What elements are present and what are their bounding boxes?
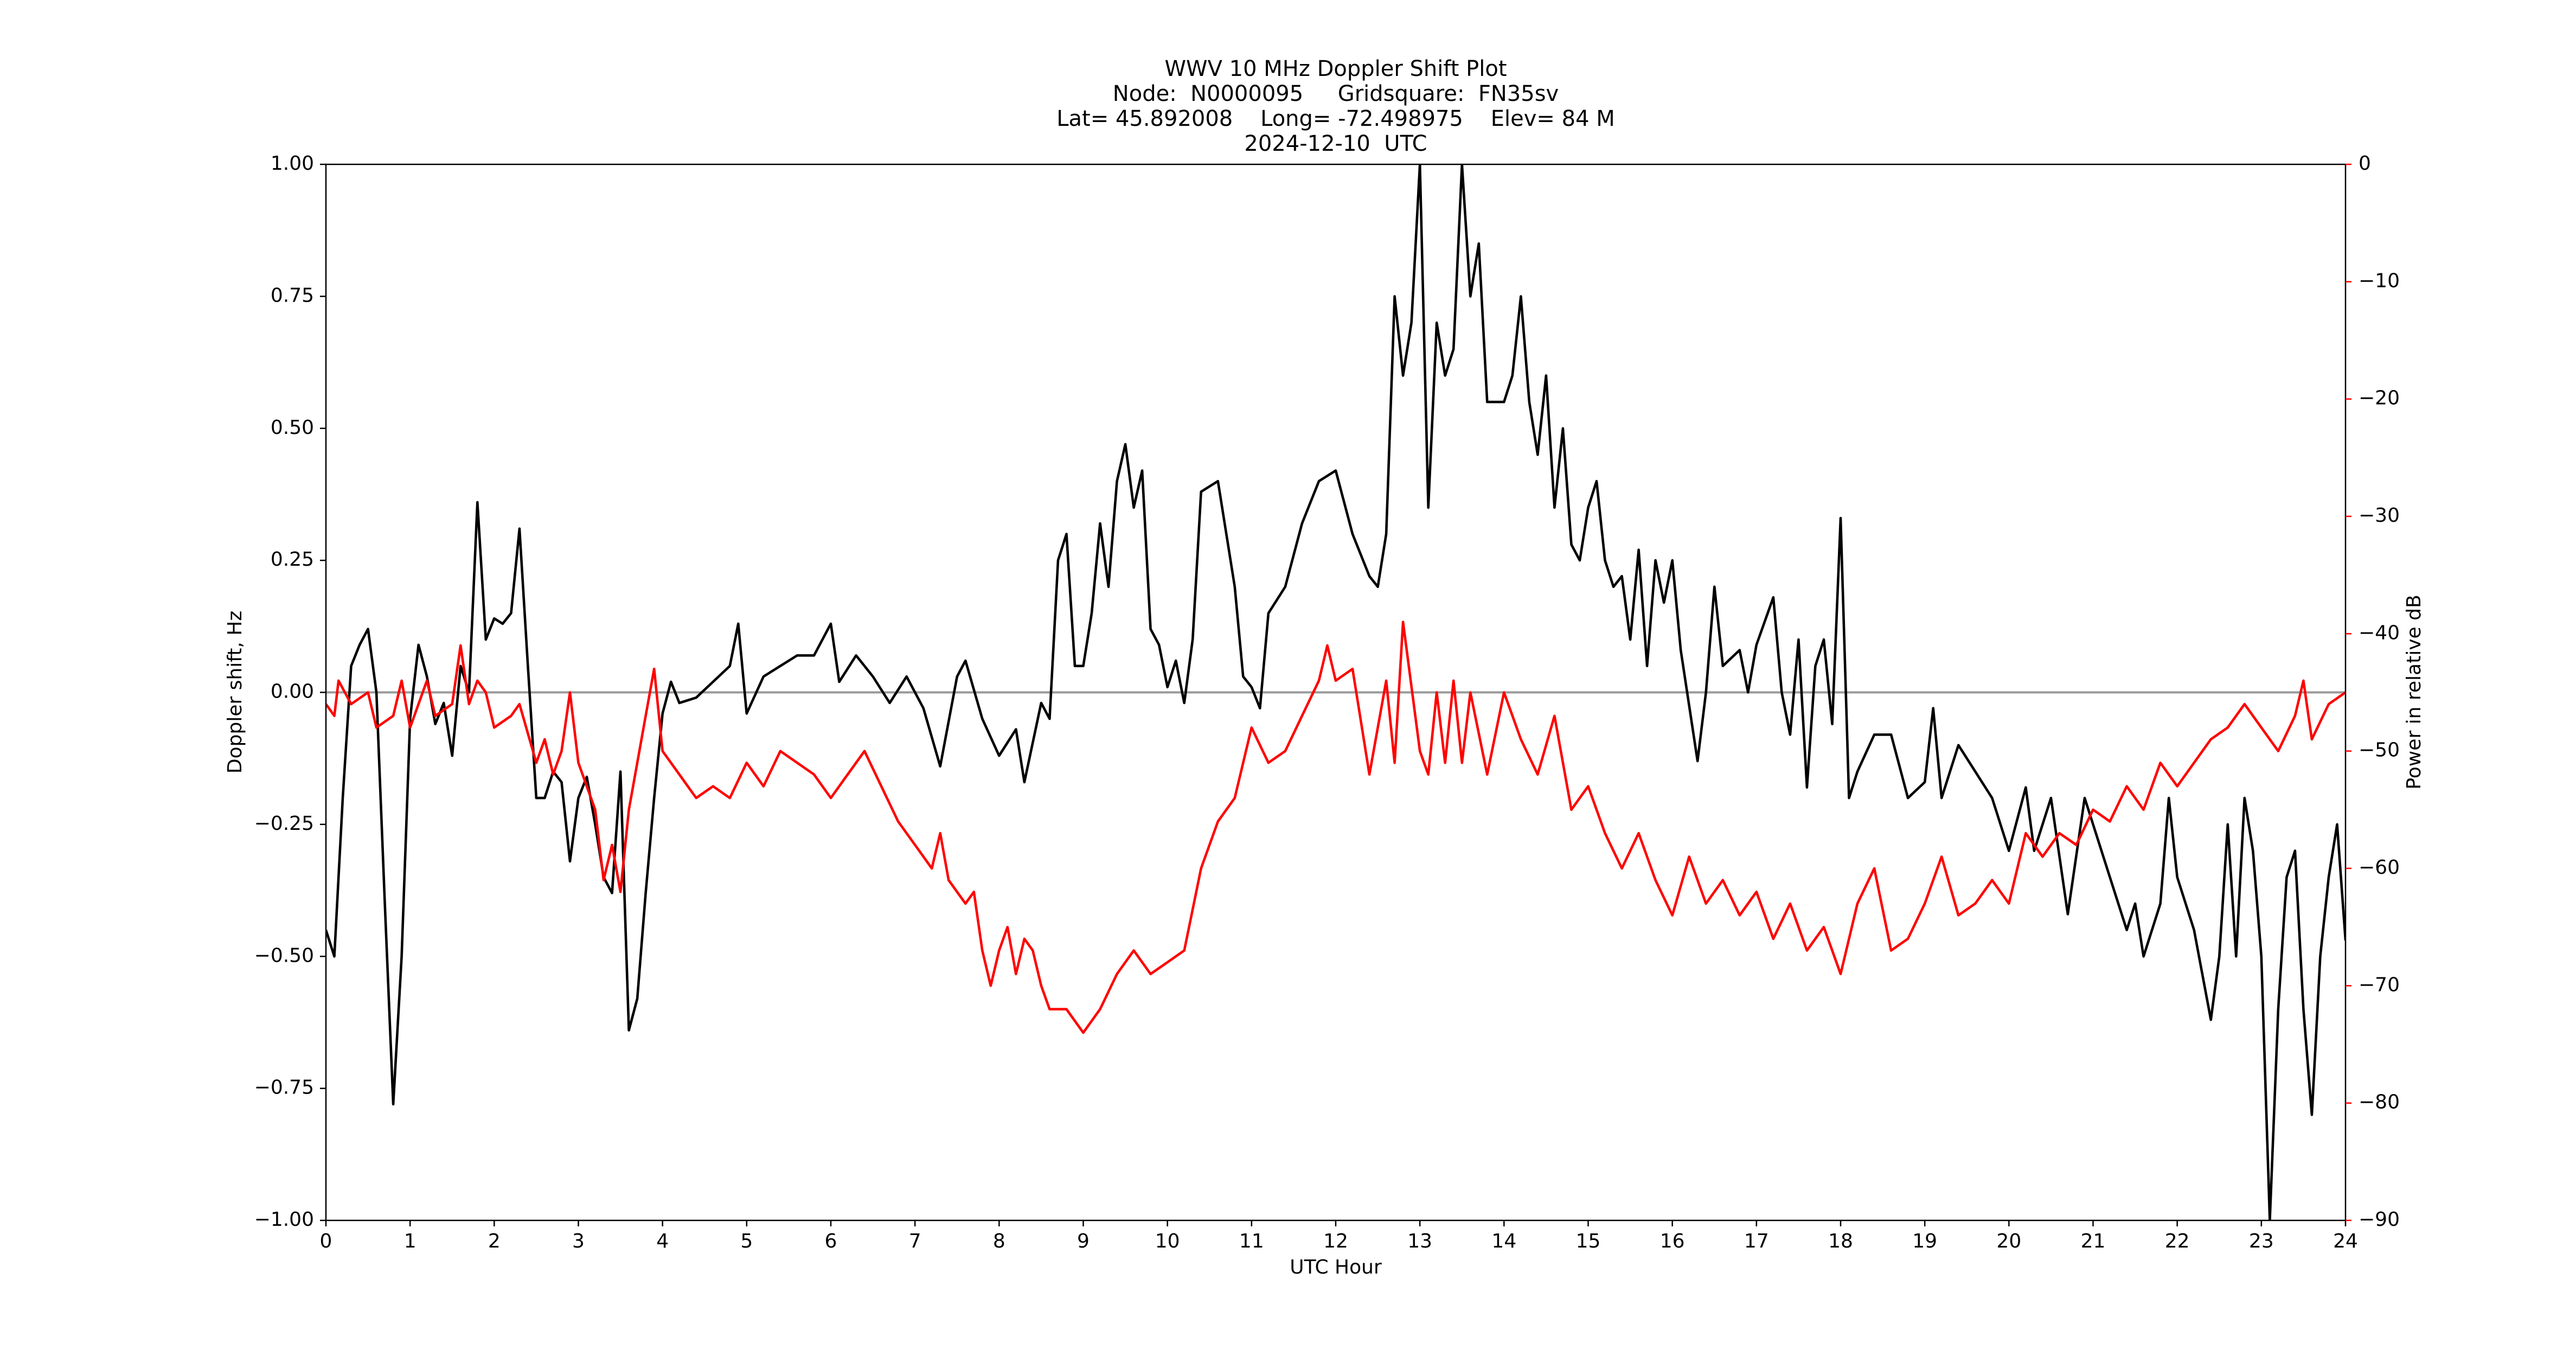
x-tick-label: 2 <box>488 1230 501 1252</box>
x-tick-label: 20 <box>1996 1230 2021 1252</box>
y-tick-label: 1.00 <box>271 152 314 175</box>
x-tick-label: 19 <box>1912 1230 1937 1252</box>
y-tick-label: −0.75 <box>254 1077 314 1099</box>
chart-title: WWV 10 MHz Doppler Shift Plot <box>1164 56 1507 81</box>
x-tick-label: 22 <box>2165 1230 2190 1252</box>
x-tick-label: 3 <box>572 1230 585 1252</box>
series-line <box>326 621 2346 1034</box>
x-tick-label: 5 <box>740 1230 753 1252</box>
series-line <box>326 164 2346 1220</box>
y2-tick-label: −50 <box>2359 739 2400 762</box>
y-tick-label: 0.00 <box>271 681 314 703</box>
y2-axis-label: Power in relative dB <box>2403 594 2425 789</box>
y2-tick-label: −40 <box>2359 622 2400 644</box>
x-tick-label: 11 <box>1239 1230 1264 1252</box>
x-tick-label: 16 <box>1660 1230 1685 1252</box>
x-tick-label: 8 <box>993 1230 1005 1252</box>
x-tick-label: 17 <box>1744 1230 1769 1252</box>
x-tick-label: 0 <box>320 1230 332 1252</box>
y-tick-label: −1.00 <box>254 1208 314 1231</box>
y2-tick-label: −10 <box>2359 270 2400 292</box>
y2-tick-label: −20 <box>2359 387 2400 410</box>
y-tick-label: −0.50 <box>254 944 314 967</box>
x-tick-label: 13 <box>1407 1230 1432 1252</box>
y-tick-label: 0.50 <box>271 417 314 439</box>
x-tick-label: 12 <box>1323 1230 1348 1252</box>
x-axis-label: UTC Hour <box>1290 1256 1382 1278</box>
y2-tick-label: −80 <box>2359 1091 2400 1114</box>
x-tick-label: 21 <box>2081 1230 2106 1252</box>
y-tick-label: 0.25 <box>271 548 314 571</box>
chart-subtitle: Node: N0000095 Gridsquare: FN35sv <box>1113 81 1559 106</box>
x-tick-label: 10 <box>1155 1230 1180 1252</box>
y2-tick-label: 0 <box>2359 152 2371 175</box>
x-tick-label: 24 <box>2333 1230 2358 1252</box>
x-tick-label: 1 <box>404 1230 416 1252</box>
chart-subtitle: Lat= 45.892008 Long= -72.498975 Elev= 84… <box>1056 106 1615 131</box>
y2-tick-label: −60 <box>2359 856 2400 879</box>
y-tick-label: −0.25 <box>254 813 314 835</box>
plot-area <box>326 164 2346 1220</box>
y2-tick-label: −90 <box>2359 1208 2400 1231</box>
y-axis-label: Doppler shift, Hz <box>224 611 246 773</box>
x-tick-label: 4 <box>656 1230 669 1252</box>
y2-tick-label: −70 <box>2359 974 2400 996</box>
y-tick-label: 0.75 <box>271 284 314 306</box>
y2-tick-label: −30 <box>2359 504 2400 527</box>
x-tick-label: 7 <box>909 1230 921 1252</box>
x-tick-label: 23 <box>2249 1230 2274 1252</box>
x-tick-label: 18 <box>1828 1230 1853 1252</box>
x-tick-label: 15 <box>1576 1230 1601 1252</box>
x-tick-label: 14 <box>1491 1230 1516 1252</box>
chart-subtitle: 2024-12-10 UTC <box>1244 131 1427 156</box>
x-tick-label: 9 <box>1077 1230 1090 1252</box>
x-tick-label: 6 <box>825 1230 837 1252</box>
plot-lines <box>326 164 2346 1220</box>
